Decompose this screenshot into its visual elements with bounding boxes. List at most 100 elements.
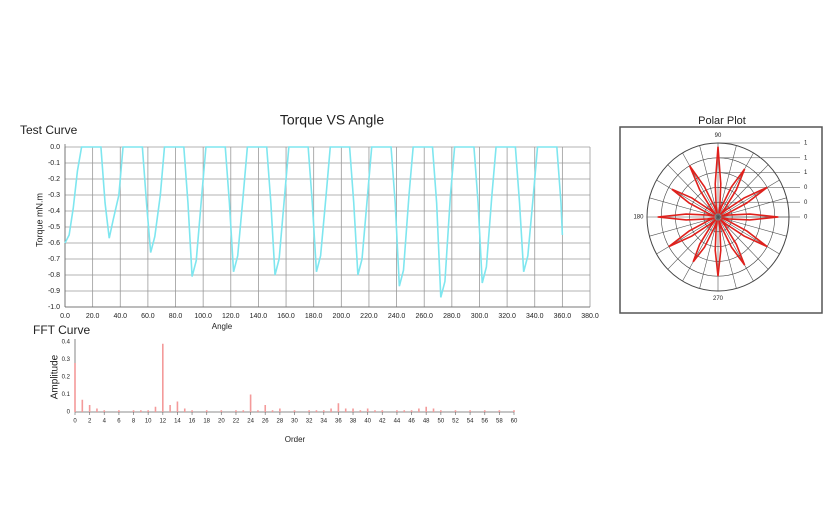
x-tick-label: 38 [350, 419, 357, 425]
x-tick-label: 36 [335, 419, 342, 425]
bar [352, 408, 354, 412]
x-tick-label: 0.0 [60, 313, 70, 320]
x-tick-label: 260.0 [415, 313, 433, 320]
bar [418, 408, 420, 412]
chart-title: FFT Curve [33, 323, 90, 337]
bar [440, 410, 442, 412]
chart-title: Polar Plot [698, 115, 746, 127]
x-tick-label: 34 [320, 419, 327, 425]
x-tick-label: 26 [262, 419, 269, 425]
x-tick-label: 46 [408, 419, 415, 425]
spoke [682, 152, 719, 218]
y-tick-label: -0.6 [48, 240, 60, 247]
x-tick-label: 12 [159, 419, 166, 425]
bar [242, 410, 245, 412]
spoke [656, 179, 719, 218]
y-tick-label: 0.2 [62, 375, 71, 381]
spoke [667, 164, 719, 218]
bar [103, 410, 106, 412]
x-tick-label: 60 [511, 419, 518, 425]
bar [88, 405, 91, 412]
x-tick-label: 0 [73, 419, 77, 425]
x-tick-label: 300.0 [471, 313, 489, 320]
y-tick-label: 0 [67, 410, 71, 416]
bar [308, 410, 310, 412]
bar [344, 408, 347, 412]
bar [279, 408, 281, 412]
x-tick-label: 52 [452, 419, 459, 425]
spoke [667, 216, 719, 270]
bar [498, 410, 501, 412]
y-tick-label: -0.9 [48, 288, 60, 295]
x-tick-label: 320.0 [498, 313, 516, 320]
bar [154, 406, 157, 412]
theta-tick-label: 90 [715, 133, 722, 139]
y-tick-label: -1.0 [48, 304, 60, 311]
x-tick-label: 380.0 [581, 313, 599, 320]
x-tick-label: 40.0 [113, 313, 127, 320]
spoke [649, 197, 719, 218]
bar [513, 410, 515, 412]
bar [257, 410, 259, 412]
x-tick-label: 44 [394, 419, 401, 425]
x-tick-label: 18 [203, 419, 210, 425]
r-tick-label: 0 [804, 185, 808, 191]
bar [176, 401, 179, 412]
x-tick-label: 14 [174, 419, 181, 425]
x-tick-label: 100.0 [194, 313, 212, 320]
x-tick-label: 32 [306, 419, 313, 425]
bar [81, 399, 84, 412]
x-tick-label: 56 [481, 419, 488, 425]
r-tick-label: 0 [804, 200, 808, 206]
bar [235, 410, 237, 412]
bar [169, 405, 171, 412]
y-tick-label: -0.8 [48, 272, 60, 279]
bar [469, 410, 471, 412]
spoke [717, 216, 769, 270]
spoke [649, 216, 719, 237]
r-tick-label: 1 [804, 155, 808, 161]
y-tick-label: -0.5 [48, 224, 60, 231]
bar [403, 410, 406, 412]
bar [96, 408, 98, 412]
y-tick-label: -0.4 [48, 208, 60, 215]
spoke [717, 164, 769, 218]
x-tick-label: 80.0 [169, 313, 183, 320]
x-tick-label: 10 [145, 419, 152, 425]
bar [264, 405, 267, 412]
spoke [699, 145, 719, 218]
x-tick-label: 360.0 [554, 313, 572, 320]
x-tick-label: 16 [189, 419, 196, 425]
torque-line [64, 146, 564, 298]
x-tick-label: 28 [277, 419, 284, 425]
bar [366, 408, 369, 412]
x-tick-label: 4 [103, 419, 107, 425]
x-tick-label: 6 [117, 419, 121, 425]
r-tick-label: 1 [804, 170, 808, 176]
polar-curve [657, 146, 779, 277]
x-tick-label: 60.0 [141, 313, 155, 320]
x-tick-label: 340.0 [526, 313, 544, 320]
x-tick-label: 2 [88, 419, 92, 425]
panel-title: Test Curve [20, 123, 78, 137]
theta-tick-label: 270 [713, 296, 724, 302]
bar [118, 410, 120, 412]
x-tick-label: 240.0 [388, 313, 406, 320]
y-tick-label: -0.2 [48, 176, 60, 183]
y-tick-label: 0.1 [62, 392, 71, 398]
spoke [717, 216, 754, 282]
y-tick-label: -0.1 [48, 160, 60, 167]
x-tick-label: 280.0 [443, 313, 461, 320]
bar [249, 394, 252, 412]
x-tick-label: 120.0 [222, 313, 240, 320]
bar [271, 410, 274, 412]
bar [374, 410, 376, 412]
x-tick-label: 50 [437, 419, 444, 425]
spoke [717, 145, 737, 218]
spoke [656, 216, 719, 255]
r-tick-label: 0 [804, 215, 808, 221]
y-axis-label: Amplitude [50, 354, 61, 399]
y-tick-label: 0.0 [50, 144, 60, 151]
polar-frame [619, 126, 823, 314]
